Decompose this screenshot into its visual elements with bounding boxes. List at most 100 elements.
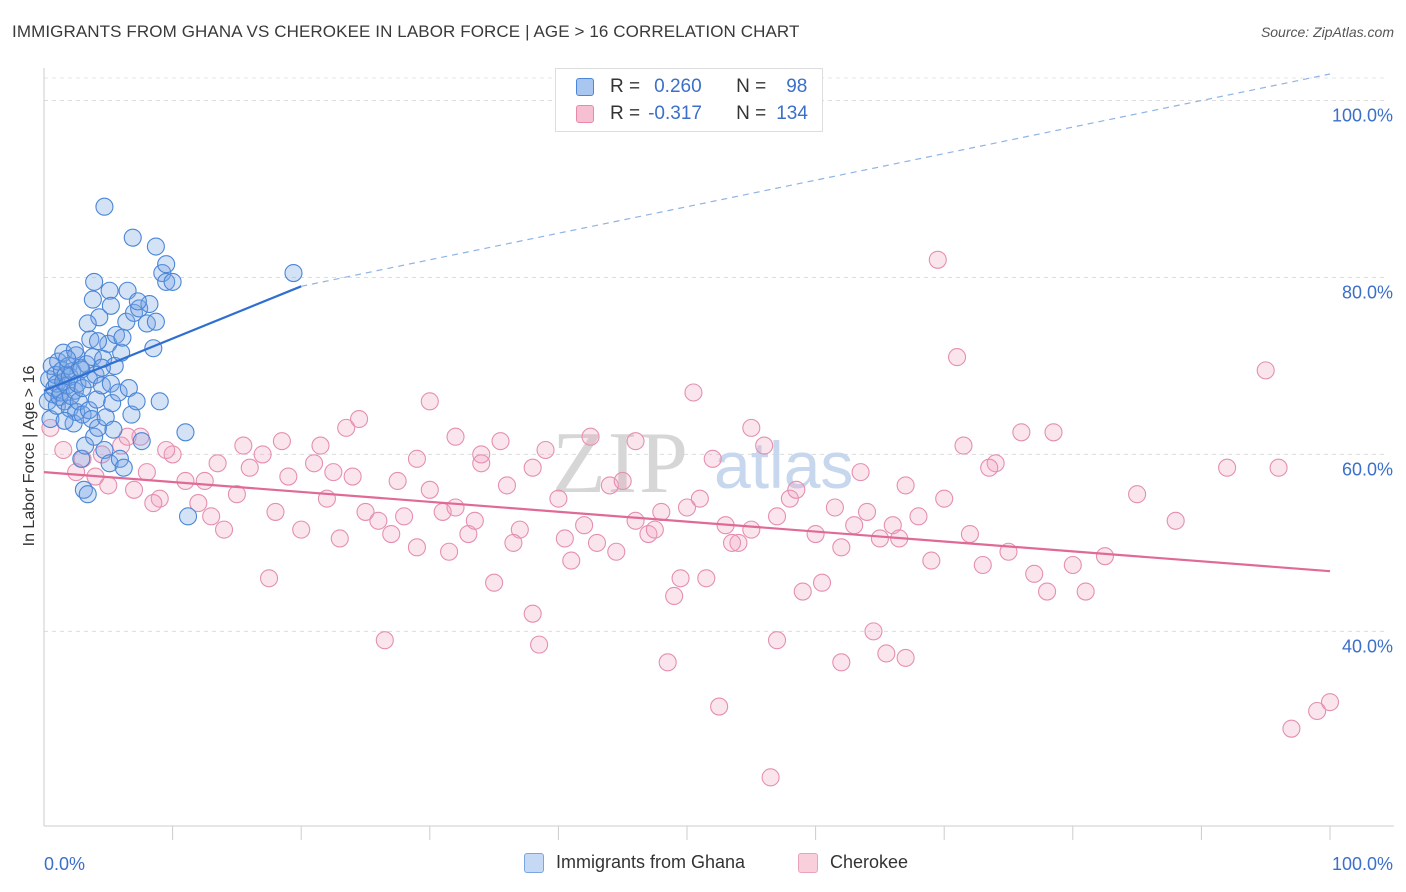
cherokee-point xyxy=(253,445,272,464)
ghana-point xyxy=(130,299,149,318)
cherokee-point xyxy=(1038,582,1057,601)
cherokee-point xyxy=(176,471,195,491)
cherokee-point xyxy=(272,432,291,451)
cherokee-point xyxy=(575,516,594,535)
cherokee-point xyxy=(1256,361,1275,380)
cherokee-point xyxy=(420,392,439,411)
cherokee-point xyxy=(581,427,600,446)
axis-labels: 40.0% 60.0% 80.0% 100.0% 0.0% 100.0% In Labor … xyxy=(21,106,1393,874)
cherokee-point xyxy=(208,454,227,473)
y-tick-label: 40.0% xyxy=(1342,636,1393,656)
cherokee-point xyxy=(1063,555,1082,575)
legend-n-value: 134 xyxy=(776,103,808,124)
cherokee-point xyxy=(832,538,851,557)
legend-r-value: -0.317 xyxy=(648,103,702,124)
cherokee-point xyxy=(214,520,234,539)
legend-swatch-ghana xyxy=(576,78,594,96)
cherokee-point xyxy=(407,538,426,557)
cherokee-point xyxy=(1320,693,1340,712)
cherokee-point xyxy=(729,533,748,552)
chart-title: IMMIGRANTS FROM GHANA VS CHEROKEE IN LAB… xyxy=(12,22,800,41)
ghana-point xyxy=(176,423,195,442)
cherokee-point xyxy=(780,489,799,508)
cherokee-point xyxy=(857,502,877,521)
cherokee-points xyxy=(41,250,1340,787)
ghana-point xyxy=(78,314,97,333)
cherokee-point xyxy=(523,458,542,477)
trend-lines xyxy=(43,73,1331,573)
ghana-point xyxy=(101,296,120,315)
cherokee-point xyxy=(227,485,246,504)
cherokee-point xyxy=(587,533,607,552)
ghana-point xyxy=(85,272,104,291)
cherokee-point xyxy=(832,653,851,672)
y-tick-label: 100.0% xyxy=(1332,106,1393,126)
ghana-trend-line xyxy=(43,285,302,392)
cherokee-point xyxy=(812,573,832,592)
ghana-point xyxy=(87,390,106,409)
ghana-point xyxy=(92,376,111,395)
ghana-point xyxy=(109,383,128,402)
ghana-point xyxy=(146,312,165,331)
cherokee-point xyxy=(497,476,517,495)
ghana-point xyxy=(85,427,104,446)
cherokee-point xyxy=(195,471,214,491)
ghana-point xyxy=(157,255,176,274)
x-tick-label-right: 100.0% xyxy=(1332,854,1393,874)
ghana-points xyxy=(38,197,303,526)
y-tick-label: 60.0% xyxy=(1342,459,1393,479)
cherokee-point xyxy=(189,494,208,513)
cherokee-point xyxy=(240,458,259,477)
ghana-point xyxy=(73,379,92,398)
cherokee-point xyxy=(767,507,787,526)
legend-item-ghana[interactable]: Immigrants from Ghana xyxy=(524,852,745,873)
cherokee-point xyxy=(266,502,285,521)
cherokee-point xyxy=(440,542,459,561)
cherokee-point xyxy=(311,436,330,455)
cherokee-point xyxy=(446,498,465,517)
cherokee-point xyxy=(279,467,298,486)
cherokee-point xyxy=(350,409,369,429)
ghana-point xyxy=(163,272,182,291)
cherokee-point xyxy=(1308,701,1327,721)
cherokee-point xyxy=(137,463,156,482)
cherokee-point xyxy=(202,507,221,526)
cherokee-point xyxy=(703,449,722,468)
cherokee-point xyxy=(504,533,523,552)
cherokee-point xyxy=(870,529,889,548)
cherokee-point xyxy=(761,768,780,787)
cherokee-point xyxy=(613,471,632,491)
cherokee-point xyxy=(742,418,761,437)
cherokee-point xyxy=(922,551,941,570)
cherokee-point xyxy=(234,436,253,455)
cherokee-point xyxy=(382,524,401,544)
legend-item-cherokee[interactable]: Cherokee xyxy=(798,852,908,873)
cherokee-point xyxy=(909,507,928,526)
ghana-point xyxy=(95,440,114,460)
cherokee-point xyxy=(677,498,697,517)
ghana-point xyxy=(88,332,108,351)
cherokee-point xyxy=(864,622,883,641)
cherokee-point xyxy=(645,520,664,539)
cherokee-point xyxy=(67,463,86,482)
cherokee-point xyxy=(722,533,742,552)
cherokee-point xyxy=(607,542,626,561)
ghana-point xyxy=(123,228,142,247)
cherokee-point xyxy=(1095,547,1114,566)
ghana-point xyxy=(55,411,74,430)
cherokee-point xyxy=(356,502,375,521)
cherokee-point xyxy=(530,635,549,654)
cherokee-point xyxy=(710,697,729,716)
watermark-atlas: atlas xyxy=(714,428,853,502)
cherokee-point xyxy=(99,476,118,495)
cherokee-point xyxy=(1012,423,1031,442)
legend-r-label: R = xyxy=(610,103,641,124)
ghana-point xyxy=(119,379,138,398)
cherokee-point xyxy=(1282,719,1301,738)
legend-n-label: N = xyxy=(736,76,767,97)
legend-row-ghana: R = 0.260 N = 98 xyxy=(576,75,807,99)
cherokee-point xyxy=(973,555,992,575)
legend-r-value: 0.260 xyxy=(654,76,702,97)
ghana-point xyxy=(104,420,123,439)
cherokee-point xyxy=(845,516,864,535)
